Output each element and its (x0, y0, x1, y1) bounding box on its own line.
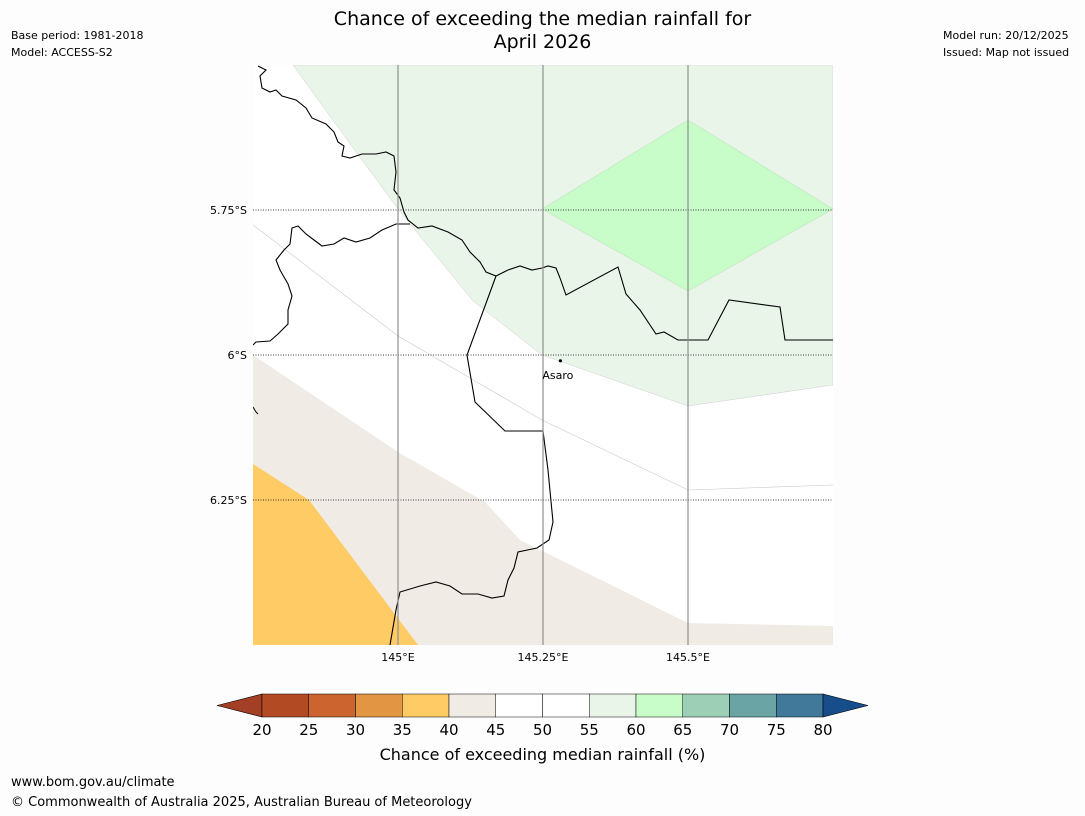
footer-copyright: © Commonwealth of Australia 2025, Austra… (11, 795, 472, 810)
colorbar-extend-high (822, 693, 869, 718)
boundary-west (253, 223, 410, 346)
colorbar-tick-label: 55 (580, 721, 599, 739)
axis-labels: 5.75°S 6°S 6.25°S 145°E 145.25°E 145.5°E (210, 204, 710, 664)
colorbar-tick-label: 75 (767, 721, 786, 739)
colorbar-segment (776, 693, 824, 718)
colorbar-tick-label: 40 (439, 721, 458, 739)
base-period-text: Base period: 1981-2018 (11, 29, 144, 42)
meta-left: Base period: 1981-2018 Model: ACCESS-S2 (11, 27, 143, 61)
lon-label: 145°E (381, 651, 414, 664)
boundary-central (389, 275, 554, 645)
map-title-line1: Chance of exceeding the median rainfall … (333, 8, 752, 30)
colorbar-title: Chance of exceeding median rainfall (%) (379, 745, 706, 764)
lat-label: 6.25°S (210, 494, 247, 507)
colorbar-segment (261, 693, 309, 718)
colorbar-tick-label: 50 (533, 721, 552, 739)
colorbar-tick-label: 45 (486, 721, 505, 739)
colorbar-tick-label: 20 (252, 721, 271, 739)
map-area: Asaro (253, 65, 833, 645)
model-run-text: Model run: 20/12/2025 (943, 29, 1069, 42)
place-label: Asaro (542, 369, 573, 382)
colorbar-tick-label: 25 (299, 721, 318, 739)
place-marker (558, 359, 563, 363)
colorbar-segment (308, 693, 356, 718)
colorbar-segment (448, 693, 496, 718)
boundary-coast (257, 65, 561, 279)
boundary-fragment (253, 406, 259, 415)
colorbar-tick-label: 30 (346, 721, 365, 739)
footer-url: www.bom.gov.au/climate (11, 775, 175, 790)
lon-label: 145.5°E (666, 651, 710, 664)
colorbar-tick-label: 65 (673, 721, 692, 739)
boundary-east (559, 266, 833, 341)
map-title-line2: April 2026 (493, 31, 592, 53)
colorbar-segment (589, 693, 637, 718)
issued-text: Issued: Map not issued (943, 46, 1070, 59)
map-title: Chance of exceeding the median rainfall … (0, 8, 1085, 54)
colorbar-tick-label: 70 (720, 721, 739, 739)
lat-label: 5.75°S (210, 204, 247, 217)
meta-right: Model run: 20/12/2025 Issued: Map not is… (943, 27, 1069, 61)
colorbar-tick-label: 80 (813, 721, 832, 739)
colorbar-segment (495, 693, 543, 718)
colorbar-segment (402, 693, 450, 718)
region-35-40 (253, 464, 418, 645)
colorbar-segment (682, 693, 730, 718)
lat-label: 6°S (228, 349, 247, 362)
colorbar-segment (542, 693, 590, 718)
colorbar: 20 25 30 35 40 45 50 55 60 65 70 75 80 (216, 693, 869, 739)
colorbar-extend-low (216, 693, 263, 718)
contour-line (253, 224, 833, 491)
gridlines (253, 65, 833, 645)
colorbar-segment (635, 693, 683, 718)
colorbar-segment (729, 693, 777, 718)
colorbar-tick-label: 35 (393, 721, 412, 739)
colorbar-segment (355, 693, 403, 718)
model-text: Model: ACCESS-S2 (11, 46, 113, 59)
colorbar-tick-label: 60 (626, 721, 645, 739)
lon-label: 145.25°E (518, 651, 569, 664)
